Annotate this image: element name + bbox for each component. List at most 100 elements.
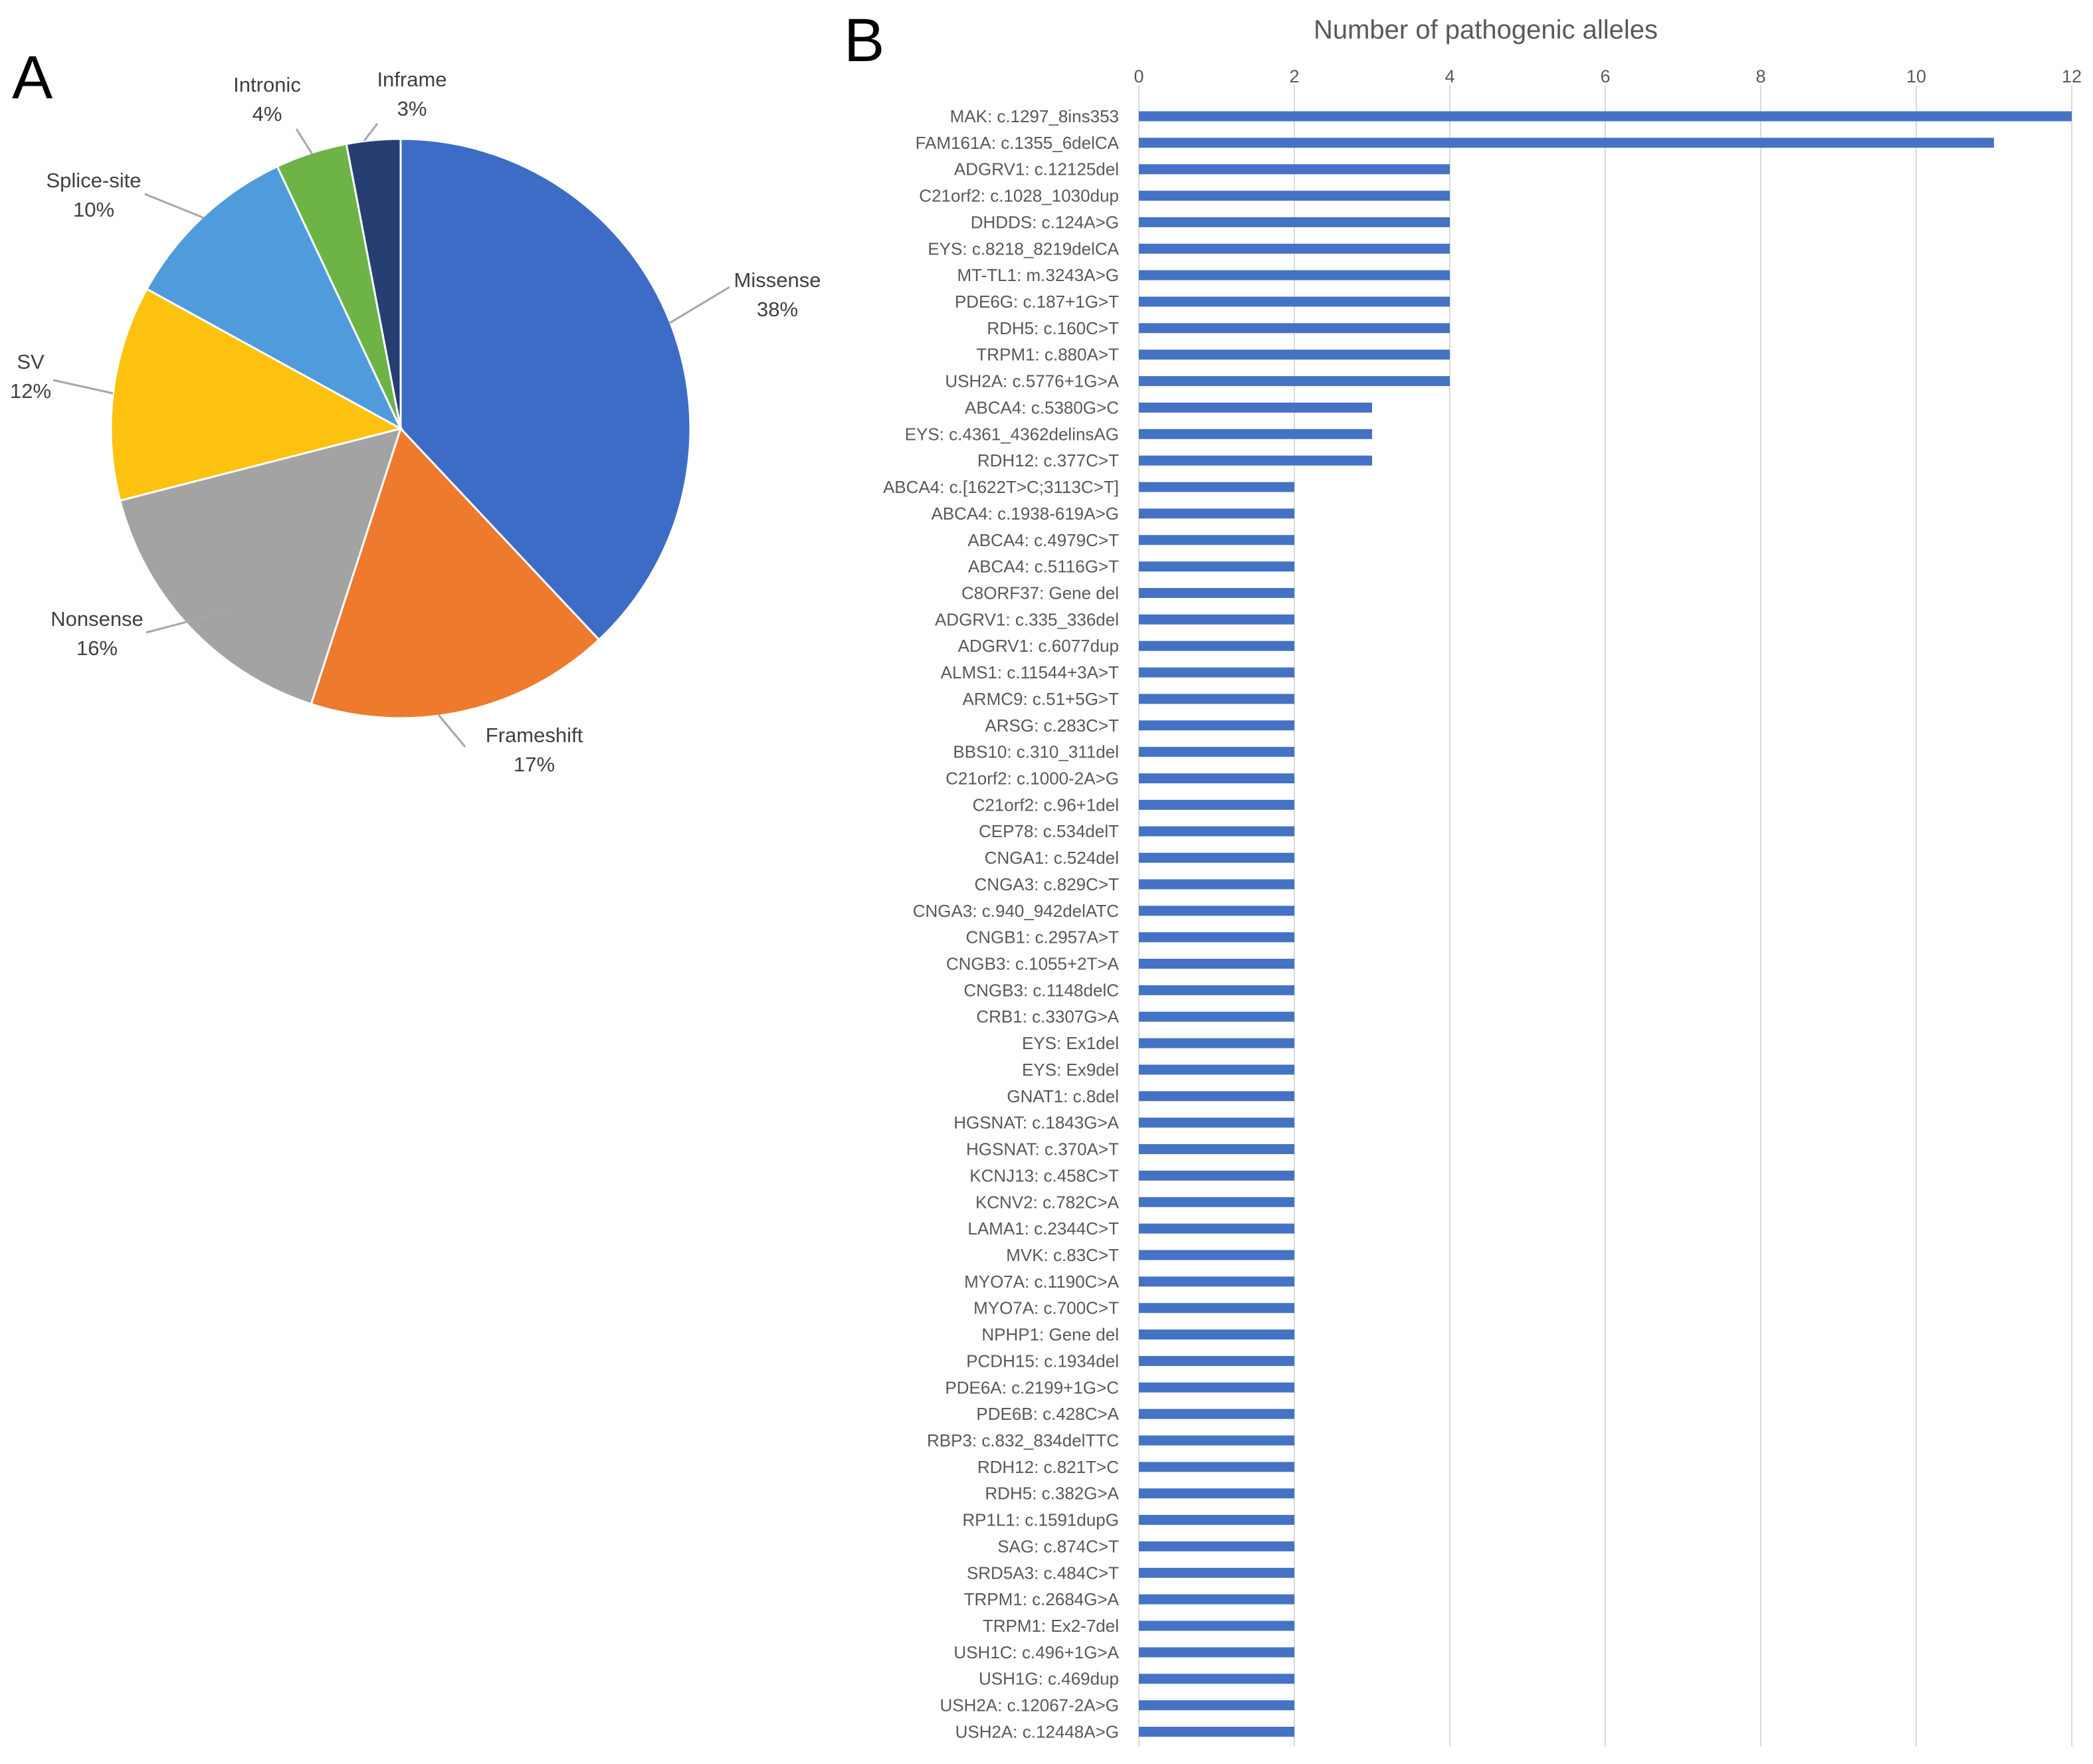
bar-crb1-c-3307g-a bbox=[1139, 1011, 1294, 1022]
bar-cngb1-c-2957a-t bbox=[1139, 932, 1294, 943]
bar-srd5a3-c-484c-t bbox=[1139, 1567, 1294, 1578]
category-label-hgsnat-c-370a-t: HGSNAT: c.370A>T bbox=[966, 1139, 1119, 1159]
pie-slice-nonsense bbox=[118, 427, 403, 706]
bar-lama1-c-2344c-t bbox=[1139, 1223, 1294, 1234]
pie-pct-splice-site: 10% bbox=[73, 198, 114, 221]
category-label-adgrv1-c-12125del: ADGRV1: c.12125del bbox=[954, 159, 1119, 179]
bar-nphp1-gene-del bbox=[1139, 1329, 1294, 1340]
pie-slice-sv bbox=[110, 287, 404, 502]
bar-rdh12-c-377c-t bbox=[1139, 455, 1372, 466]
bar-eys-ex9del bbox=[1139, 1064, 1294, 1075]
category-label-srd5a3-c-484c-t: SRD5A3: c.484C>T bbox=[967, 1563, 1119, 1583]
category-label-mak-c-1297-8ins353: MAK: c.1297_8ins353 bbox=[950, 106, 1119, 126]
bar-cep78-c-534delt bbox=[1139, 826, 1294, 836]
category-label-crb1-c-3307g-a: CRB1: c.3307G>A bbox=[976, 1007, 1119, 1027]
pie-slices bbox=[110, 138, 692, 720]
category-label-pde6a-c-2199-1g-c: PDE6A: c.2199+1G>C bbox=[945, 1377, 1119, 1397]
pie-leader-splice-site bbox=[144, 193, 205, 219]
bar-eys-c-4361-4362delinsag bbox=[1139, 429, 1372, 439]
bar-kcnv2-c-782c-a bbox=[1139, 1197, 1294, 1207]
bar-rdh12-c-821t-c bbox=[1139, 1462, 1294, 1472]
category-label-rbp3-c-832-834delttc: RBP3: c.832_834delTTC bbox=[927, 1430, 1119, 1450]
category-label-myo7a-c-1190c-a: MYO7A: c.1190C>A bbox=[964, 1272, 1120, 1292]
bar-bbs10-c-310-311del bbox=[1139, 747, 1294, 757]
category-label-hgsnat-c-1843g-a: HGSNAT: c.1843G>A bbox=[953, 1113, 1119, 1133]
bar-trpm1-ex2-7del bbox=[1139, 1620, 1294, 1631]
pie-label-frameshift: Frameshift bbox=[486, 724, 583, 747]
bar-gnat1-c-8del bbox=[1139, 1091, 1294, 1102]
pie-label-intronic: Intronic bbox=[233, 73, 301, 96]
x-tick-label-2: 2 bbox=[1289, 66, 1299, 86]
category-label-pde6b-c-428c-a: PDE6B: c.428C>A bbox=[976, 1404, 1119, 1424]
bar-axis-ticks: 0 2 4 6 8 10 12 bbox=[1134, 66, 2082, 86]
bar-rp1l1-c-1591dupg bbox=[1139, 1515, 1294, 1525]
pie-leader-inframe bbox=[363, 123, 379, 142]
x-tick-label-8: 8 bbox=[1755, 66, 1765, 86]
bar-adgrv1-c-6077dup bbox=[1139, 640, 1294, 651]
x-tick-label-10: 10 bbox=[1906, 66, 1926, 86]
bar-c21orf2-c-1028-1030dup bbox=[1139, 191, 1450, 201]
pie-leader-lines bbox=[52, 123, 730, 747]
category-label-nphp1-gene-del: NPHP1: Gene del bbox=[981, 1325, 1119, 1345]
bar-adgrv1-c-12125del bbox=[1139, 164, 1450, 175]
category-label-rdh12-c-821t-c: RDH12: c.821T>C bbox=[977, 1457, 1119, 1477]
bar-rdh5-c-382g-a bbox=[1139, 1488, 1294, 1499]
bar-category-labels: MAK: c.1297_8ins353 FAM161A: c.1355_6delC… bbox=[883, 106, 1120, 1741]
category-label-myo7a-c-700c-t: MYO7A: c.700C>T bbox=[973, 1298, 1119, 1318]
pie-leader-nonsense bbox=[146, 609, 233, 634]
x-tick-label-0: 0 bbox=[1134, 66, 1144, 86]
pie-chart: Missense 38% Frameshift 17% Nonsense 16% SV 12%… bbox=[10, 68, 821, 776]
category-label-armc9-c-51-5g-t: ARMC9: c.51+5G>T bbox=[962, 689, 1119, 709]
category-label-abca4-c-4979c-t: ABCA4: c.4979C>T bbox=[967, 530, 1119, 550]
bar-c21orf2-c-96-1del bbox=[1139, 799, 1294, 810]
category-label-rdh5-c-160c-t: RDH5: c.160C>T bbox=[987, 318, 1119, 338]
bar-pcdh15-c-1934del bbox=[1139, 1355, 1294, 1366]
bar-hgsnat-c-1843g-a bbox=[1139, 1118, 1294, 1128]
category-label-eys-c-4361-4362delinsag: EYS: c.4361_4362delinsAG bbox=[905, 424, 1119, 444]
category-label-cngb1-c-2957a-t: CNGB1: c.2957A>T bbox=[966, 928, 1120, 947]
category-label-pde6g-c-187-1g-t: PDE6G: c.187+1G>T bbox=[955, 292, 1119, 312]
bar-kcnj13-c-458c-t bbox=[1139, 1170, 1294, 1181]
pie-label-inframe: Inframe bbox=[377, 68, 447, 91]
pie-slice-inframe bbox=[345, 138, 402, 429]
category-label-sag-c-874c-t: SAG: c.874C>T bbox=[997, 1536, 1119, 1556]
bar-chart: Number of pathogenic alleles 0 2 4 6 8 10 12 M… bbox=[883, 15, 2082, 1747]
pie-pct-sv: 12% bbox=[10, 379, 51, 403]
bar-cngb3-c-1148delc bbox=[1139, 985, 1294, 995]
category-label-ush1g-c-469dup: USH1G: c.469dup bbox=[979, 1669, 1119, 1689]
bar-myo7a-c-700c-t bbox=[1139, 1303, 1294, 1314]
category-label-c21orf2-c-96-1del: C21orf2: c.96+1del bbox=[973, 795, 1119, 815]
bar-mvk-c-83c-t bbox=[1139, 1250, 1294, 1260]
category-label-bbs10-c-310-311del: BBS10: c.310_311del bbox=[953, 742, 1119, 762]
bar-sag-c-874c-t bbox=[1139, 1541, 1294, 1551]
pie-pct-nonsense: 16% bbox=[76, 637, 118, 660]
category-label-kcnj13-c-458c-t: KCNJ13: c.458C>T bbox=[969, 1165, 1119, 1185]
category-label-abca4-c-5116g-t: ABCA4: c.5116G>T bbox=[968, 557, 1119, 577]
category-label-cep78-c-534delt: CEP78: c.534delT bbox=[979, 821, 1119, 841]
bar-abca4-c-4979c-t bbox=[1139, 535, 1294, 545]
bar-abca4-c-5380g-c bbox=[1139, 402, 1372, 413]
category-label-mt-tl1-m-3243a-g: MT-TL1: m.3243A>G bbox=[957, 265, 1119, 285]
pie-slice-frameshift bbox=[310, 427, 601, 720]
bar-hgsnat-c-370a-t bbox=[1139, 1144, 1294, 1155]
category-label-cngb3-c-1055-2t-a: CNGB3: c.1055+2T>A bbox=[946, 954, 1120, 974]
bar-ush2a-c-12067-2a-g bbox=[1139, 1700, 1294, 1711]
bar-pde6b-c-428c-a bbox=[1139, 1409, 1294, 1419]
bar-arsg-c-283c-t bbox=[1139, 720, 1294, 731]
bar-ush2a-c-5776-1g-a bbox=[1139, 376, 1450, 387]
bar-chart-title: Number of pathogenic alleles bbox=[1314, 15, 1658, 45]
category-label-cnga1-c-524del: CNGA1: c.524del bbox=[985, 848, 1119, 868]
pie-leader-sv bbox=[52, 379, 114, 395]
category-label-eys-c-8218-8219delca: EYS: c.8218_8219delCA bbox=[928, 239, 1119, 258]
category-label-c21orf2-c-1028-1030dup: C21orf2: c.1028_1030dup bbox=[919, 186, 1119, 206]
x-tick-label-4: 4 bbox=[1445, 66, 1454, 86]
bar-ush2a-c-12448a-g bbox=[1139, 1726, 1294, 1737]
category-label-ush2a-c-12448a-g: USH2A: c.12448A>G bbox=[955, 1721, 1119, 1741]
category-label-c21orf2-c-1000-2a-g: C21orf2: c.1000-2A>G bbox=[946, 769, 1119, 789]
bar-dhdds-c-124a-g bbox=[1139, 217, 1450, 227]
bar-pde6a-c-2199-1g-c bbox=[1139, 1382, 1294, 1393]
panel-label-a: A bbox=[12, 44, 53, 112]
bar-c8orf37-gene-del bbox=[1139, 587, 1294, 598]
pie-labels: Missense 38% Frameshift 17% Nonsense 16% SV 12%… bbox=[10, 68, 821, 776]
bar-ush1g-c-469dup bbox=[1139, 1674, 1294, 1684]
